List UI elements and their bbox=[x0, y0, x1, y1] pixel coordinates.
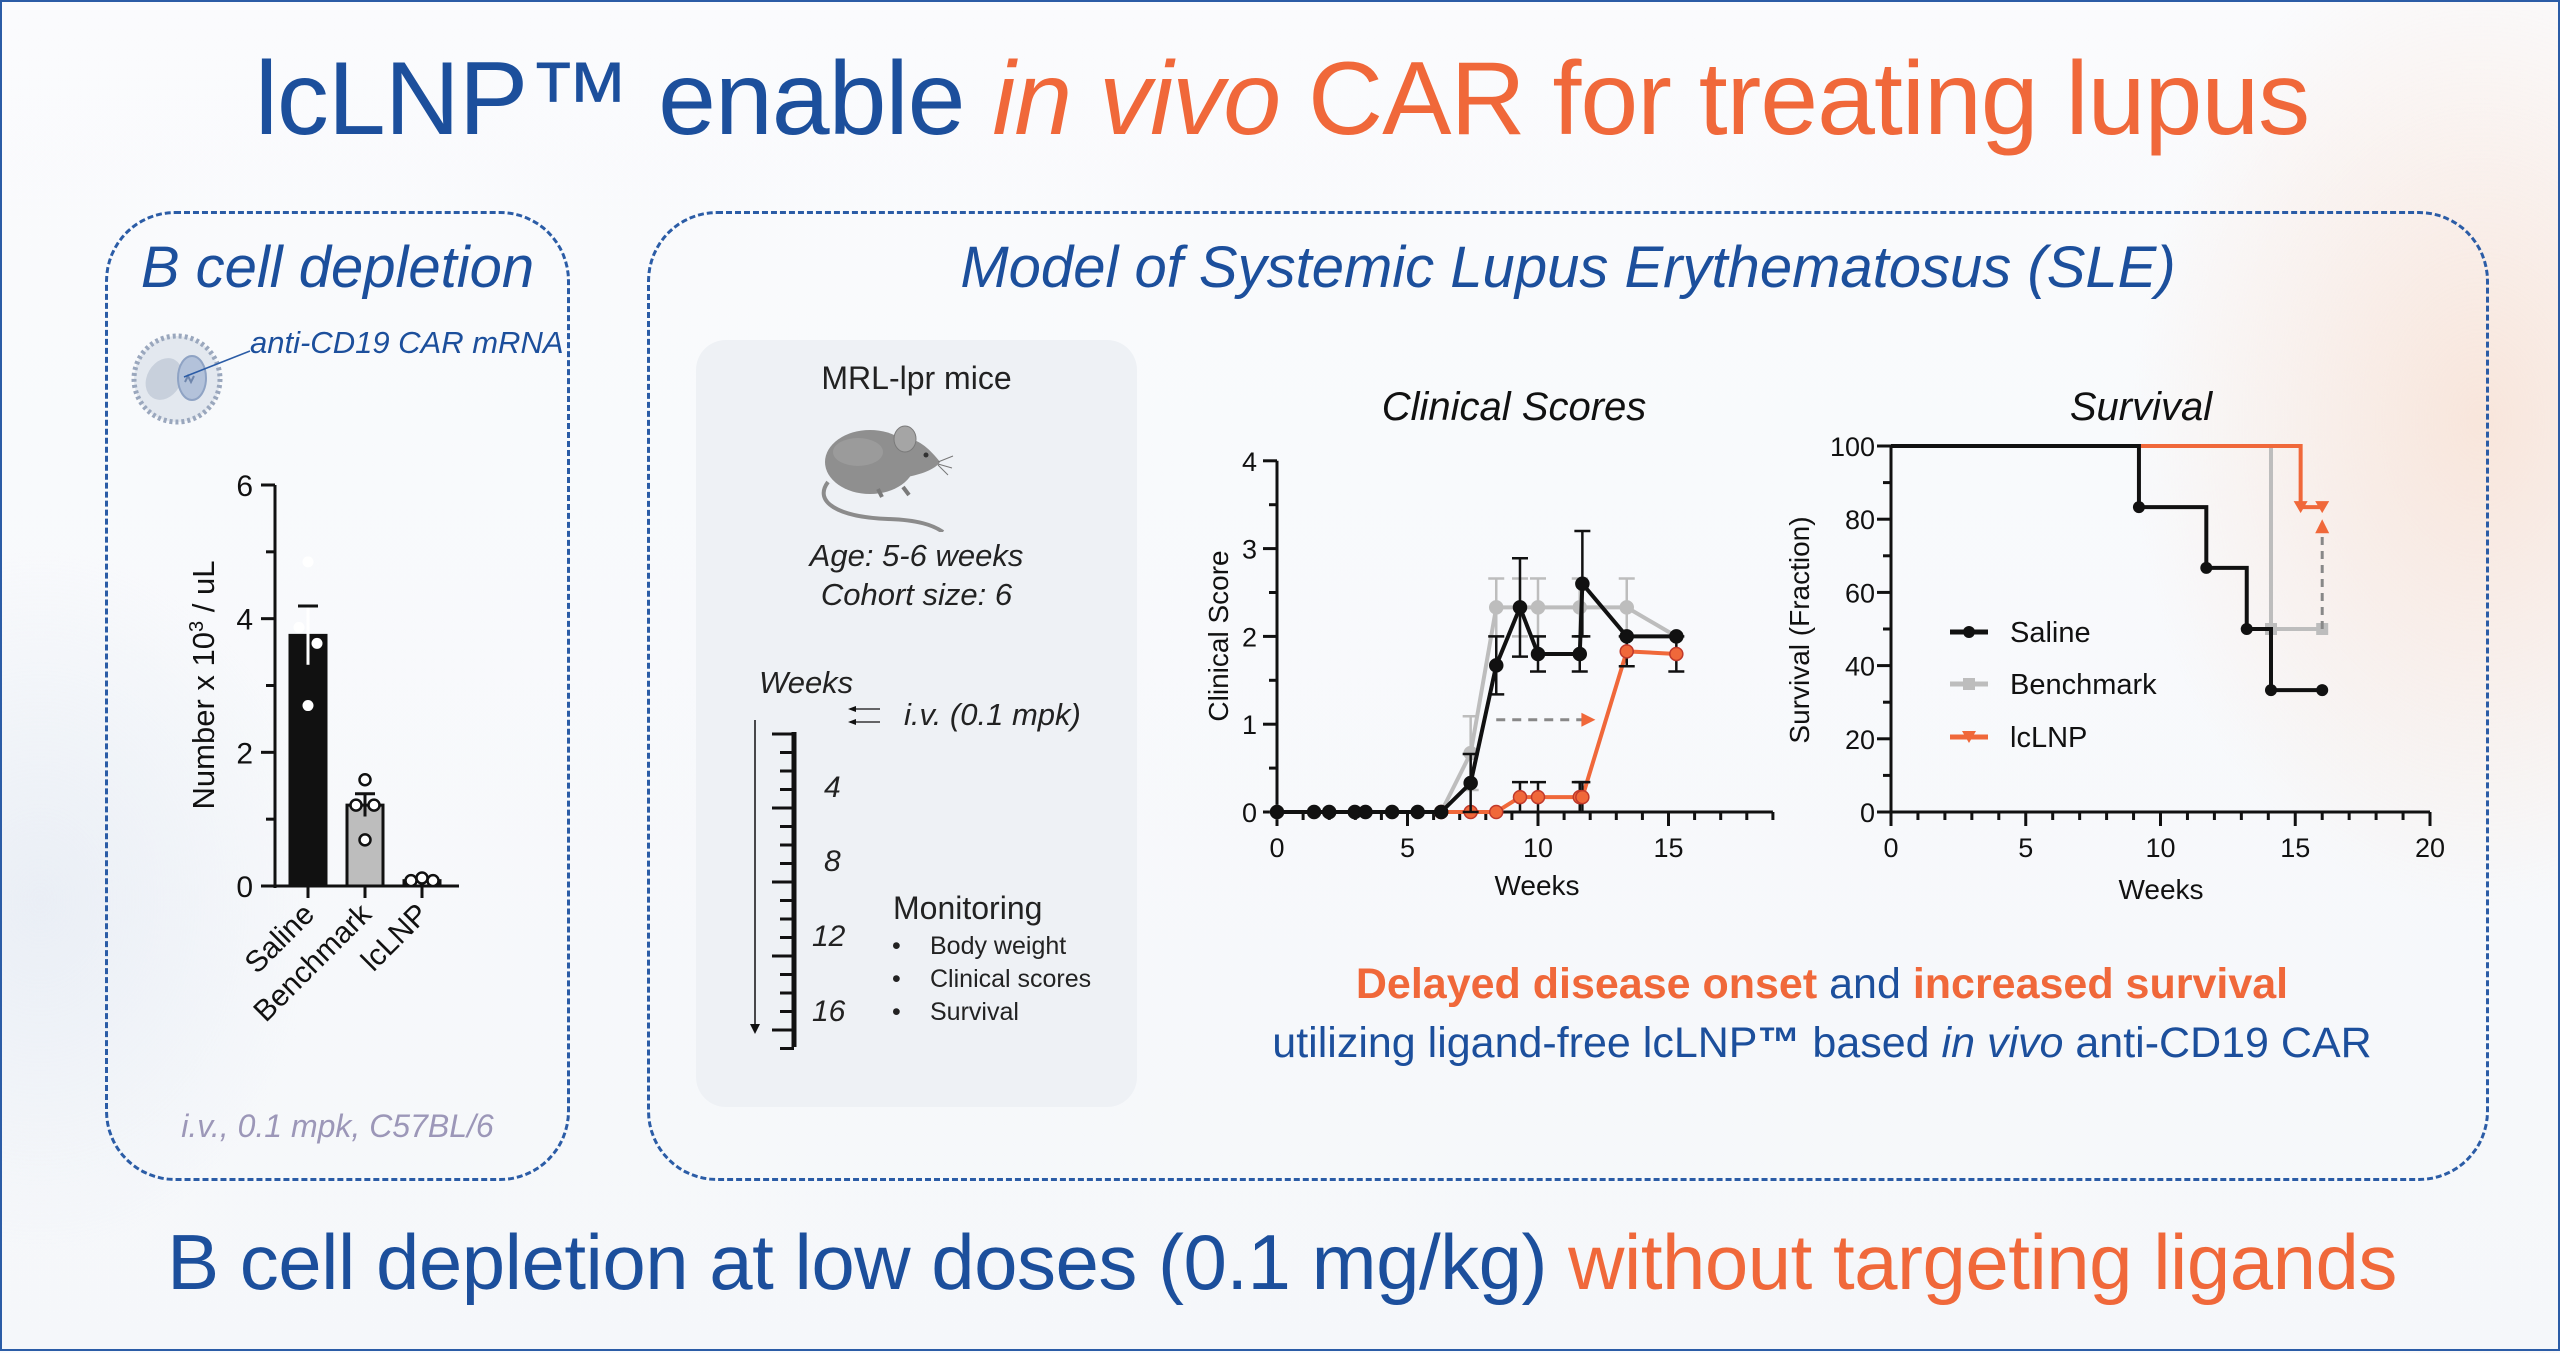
dosing-label: i.v. (0.1 mpk) bbox=[904, 697, 1081, 732]
week-label-16: 16 bbox=[812, 995, 846, 1028]
monitoring-item-label: Body weight bbox=[930, 932, 1067, 960]
footer-part-1: B cell depletion at low doses (0.1 mg/kg… bbox=[167, 1218, 1569, 1306]
timeline-ruler bbox=[750, 706, 880, 1050]
week-label-8: 8 bbox=[824, 845, 841, 878]
monitoring-list: • Body weight • Clinical scores • Survival bbox=[892, 930, 1091, 1029]
cohort-size: Cohort size: 6 bbox=[820, 577, 1013, 612]
conclusion-mid: and bbox=[1817, 960, 1913, 1008]
dosing-footnote: i.v., 0.1 mpk, C57BL/6 bbox=[181, 1108, 494, 1144]
lnp-particle-icon bbox=[130, 332, 224, 426]
conclusion-text: based bbox=[1800, 1019, 1942, 1067]
timeline-weeks-label: Weeks bbox=[759, 665, 854, 700]
monitoring-item-label: Survival bbox=[930, 998, 1019, 1026]
monitoring-item-label: Clinical scores bbox=[930, 965, 1092, 993]
conclusion-italic: in vivo bbox=[1941, 1019, 2064, 1067]
dose-arrowhead bbox=[848, 719, 856, 725]
mrna-label: anti-CD19 CAR mRNA bbox=[250, 325, 564, 360]
slide-title: lcLNP™ enable in vivo CAR for treating l… bbox=[2, 40, 2560, 159]
mouse-strain: MRL-lpr mice bbox=[821, 360, 1012, 396]
mrna-pointer-line bbox=[183, 350, 251, 378]
conclusion-line-2: utilizing ligand-free lcLNP™ based in vi… bbox=[1152, 1019, 2492, 1068]
monitoring-title: Monitoring bbox=[893, 890, 1043, 926]
conclusion-text: anti-CD19 CAR bbox=[2063, 1019, 2372, 1067]
conclusion-line-1: Delayed disease onset and increased surv… bbox=[1152, 960, 2492, 1009]
sle-model-heading: Model of Systemic Lupus Erythematosus (S… bbox=[960, 235, 2176, 300]
trademark: ™ bbox=[1757, 1019, 1801, 1067]
monitoring-item: • Survival bbox=[892, 998, 1019, 1026]
sle-model-panel bbox=[647, 211, 2489, 1181]
conclusion-text: utilizing ligand-free lcLNP bbox=[1272, 1019, 1758, 1067]
dose-arrowhead bbox=[848, 706, 856, 712]
monitoring-item: • Clinical scores bbox=[892, 965, 1092, 993]
week-label-12: 12 bbox=[812, 920, 846, 953]
timeline-arrowhead bbox=[750, 1024, 760, 1034]
mouse-icon bbox=[808, 407, 958, 537]
b-cell-depletion-heading: B cell depletion bbox=[140, 235, 535, 300]
week-label-4: 4 bbox=[824, 771, 841, 804]
title-part-3: CAR for treating lupus bbox=[1280, 41, 2310, 157]
mouse-age: Age: 5-6 weeks bbox=[809, 538, 1024, 573]
conclusion-bold-2: increased survival bbox=[1912, 960, 2289, 1008]
title-part-1: lcLNP™ enable bbox=[254, 41, 993, 157]
b-cell-depletion-panel bbox=[105, 211, 570, 1181]
conclusion-bold-1: Delayed disease onset bbox=[1355, 960, 1818, 1008]
footer-part-2: without targeting ligands bbox=[1568, 1218, 2397, 1306]
title-part-2: in vivo bbox=[992, 41, 1281, 157]
monitoring-item: • Body weight bbox=[892, 932, 1067, 960]
slide-footer-message: B cell depletion at low doses (0.1 mg/kg… bbox=[2, 1217, 2560, 1308]
